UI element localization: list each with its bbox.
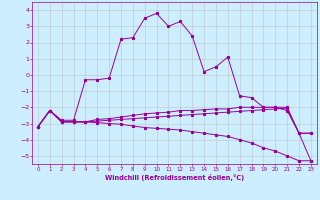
X-axis label: Windchill (Refroidissement éolien,°C): Windchill (Refroidissement éolien,°C) [105,174,244,181]
